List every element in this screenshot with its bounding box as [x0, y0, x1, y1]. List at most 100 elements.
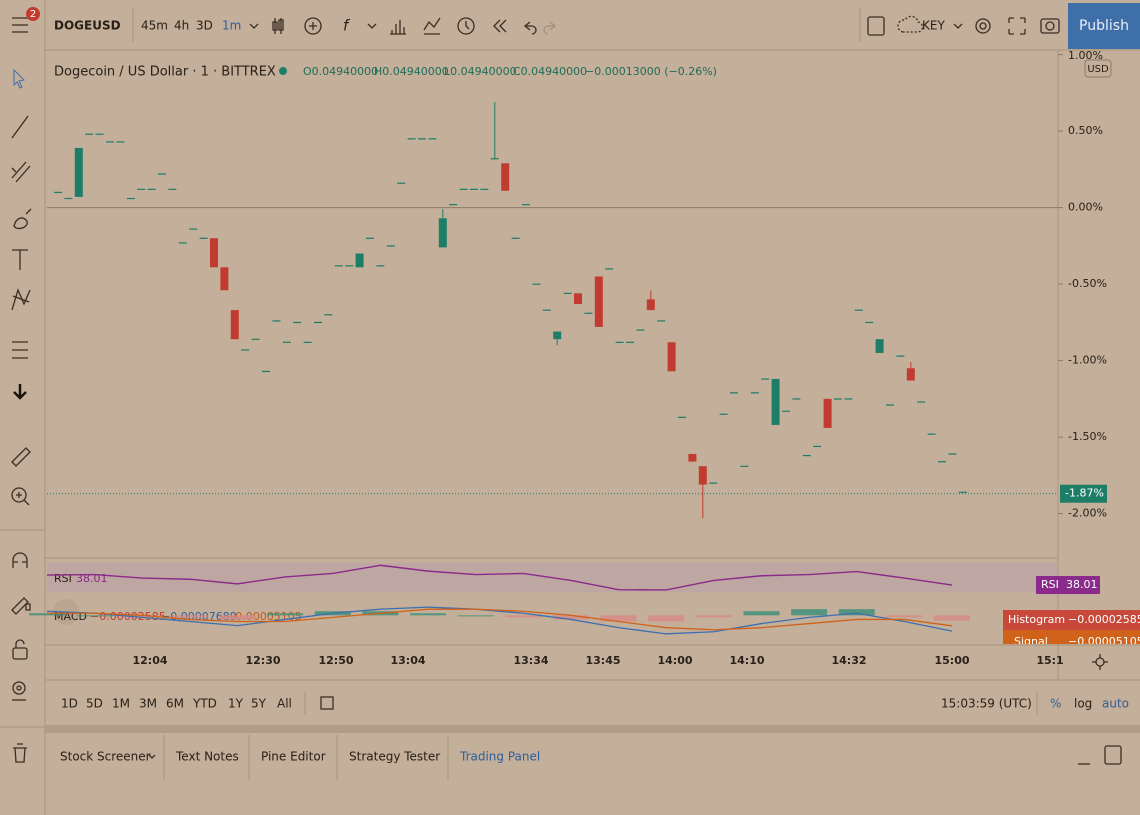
x-tick-label: 12:50 [318, 654, 353, 667]
drawing-tools[interactable] [11, 68, 32, 763]
candle [490, 158, 499, 160]
histogram-bar [934, 615, 970, 621]
candle [511, 237, 520, 239]
candle [54, 191, 62, 194]
candle [854, 309, 863, 311]
candle [501, 163, 510, 191]
range-button[interactable]: 1Y [228, 697, 244, 711]
candle [522, 204, 530, 206]
date-range-icon[interactable] [320, 696, 334, 710]
menu-button[interactable] [12, 17, 28, 33]
panel-tab[interactable]: Trading Panel [459, 750, 540, 764]
symbol[interactable]: DOGEUSD [54, 19, 121, 33]
candle [95, 133, 104, 135]
range-button[interactable]: 6M [166, 697, 184, 711]
candle [178, 242, 187, 244]
candle [116, 141, 125, 143]
signal-axis-badge [1003, 630, 1140, 644]
range-button[interactable]: 5Y [251, 697, 267, 711]
hist-axis-name: Histogram [1008, 613, 1065, 626]
candle [615, 341, 624, 343]
percent-toggle[interactable]: % [1050, 697, 1061, 711]
currency: USD [1087, 64, 1109, 75]
panel-tab[interactable]: Stock Screener [60, 750, 151, 764]
candle [366, 237, 374, 239]
candle [896, 355, 905, 357]
candle [782, 410, 790, 412]
candle [584, 312, 593, 314]
interval[interactable]: 3D [196, 19, 213, 33]
candle [626, 341, 634, 343]
range-button[interactable]: YTD [192, 697, 217, 711]
candle [886, 404, 894, 406]
range-button[interactable]: 1M [112, 697, 130, 711]
alert-key[interactable]: KEY [922, 19, 945, 33]
publish-label[interactable]: Publish [1079, 18, 1129, 34]
log-toggle[interactable]: log [1074, 697, 1092, 711]
candle [272, 320, 281, 322]
interval[interactable]: 45m [141, 19, 168, 33]
panel-tab[interactable]: Pine Editor [261, 750, 326, 764]
histogram-bar [886, 615, 923, 618]
candle [958, 491, 967, 493]
dropdown[interactable] [249, 23, 259, 29]
candle [834, 398, 842, 400]
candle [345, 265, 354, 267]
histogram-bar [552, 615, 589, 620]
panel-tab[interactable]: Strategy Tester [349, 750, 440, 764]
badge-count: 2 [30, 9, 36, 20]
range-button[interactable]: All [277, 697, 292, 711]
candle [917, 401, 926, 403]
candle [168, 188, 177, 190]
x-tick-label: 14:00 [657, 654, 692, 667]
histogram-bar [457, 615, 494, 617]
last-price-badge [1060, 484, 1107, 503]
range-button[interactable]: 5D [86, 697, 103, 711]
histogram-bar [76, 615, 113, 617]
candle [106, 141, 114, 143]
panel-tab[interactable]: Text Notes [175, 750, 239, 764]
candle [147, 188, 156, 190]
histogram-bar [29, 613, 65, 616]
dropdown[interactable] [148, 754, 156, 759]
range-button[interactable]: 1D [61, 697, 78, 711]
histogram-bar [171, 615, 208, 618]
range-button[interactable]: 3M [139, 697, 157, 711]
publish-button[interactable] [1068, 3, 1140, 49]
interval[interactable]: 1m [222, 19, 241, 33]
y-tick-label: 1.00% [1068, 49, 1103, 62]
ohlc-high: H0.04940000 [374, 65, 449, 78]
candle [542, 309, 551, 311]
y-tick-label: -1.00% [1068, 354, 1107, 367]
settings-icon[interactable] [1095, 657, 1105, 667]
histogram-bar [267, 613, 304, 616]
change: −0.00013000 (−0.26%) [585, 65, 717, 78]
candle [938, 461, 946, 463]
candle [771, 378, 780, 425]
candle [74, 147, 83, 197]
x-tick-label: 12:04 [132, 654, 167, 667]
y-tick-label: -0.50% [1068, 277, 1107, 290]
candle [667, 342, 676, 372]
candle [605, 268, 614, 270]
histogram-bar [695, 615, 732, 618]
candle [750, 392, 759, 394]
candle [594, 276, 603, 327]
histogram-bar [648, 615, 685, 622]
hist-axis-badge [1003, 610, 1140, 630]
maximize[interactable] [1104, 745, 1122, 765]
histogram-bar [505, 615, 542, 618]
settings-icon[interactable] [1092, 654, 1108, 670]
auto-toggle[interactable]: auto [1102, 697, 1129, 711]
interval[interactable]: 4h [174, 19, 189, 33]
candle [470, 188, 478, 190]
rsi-line [46, 564, 953, 591]
x-tick-label: 14:32 [831, 654, 866, 667]
candle [324, 314, 333, 316]
rsi-name: RSI [54, 572, 72, 585]
candle [730, 392, 738, 394]
candle [740, 465, 749, 467]
legend-title: Dogecoin / US Dollar · 1 · BITTREX [54, 65, 276, 80]
